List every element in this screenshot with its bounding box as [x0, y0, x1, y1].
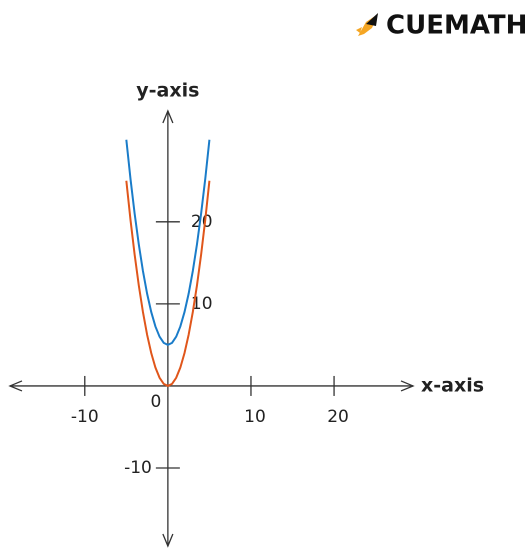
y-tick-label: -10: [124, 458, 152, 478]
curve: [125, 139, 211, 347]
arrow: [162, 109, 174, 124]
y-tick-label: 20: [191, 212, 213, 232]
logo-icon: [366, 13, 378, 26]
x-tick-label: -10: [71, 407, 99, 427]
x-tick-label: 20: [327, 407, 349, 427]
y-tick-label: 10: [191, 294, 213, 314]
logo: CUEMATH: [356, 11, 526, 41]
arrow: [8, 380, 23, 392]
arrow: [162, 533, 174, 548]
x-tick-label: 10: [244, 407, 266, 427]
x-axis-label: x-axis: [421, 374, 484, 396]
y-axis-label: y-axis: [136, 80, 199, 102]
origin-label: 0: [150, 392, 161, 412]
brand: CUEMATH: [386, 11, 526, 41]
arrow: [400, 380, 415, 392]
curve: [125, 180, 211, 388]
